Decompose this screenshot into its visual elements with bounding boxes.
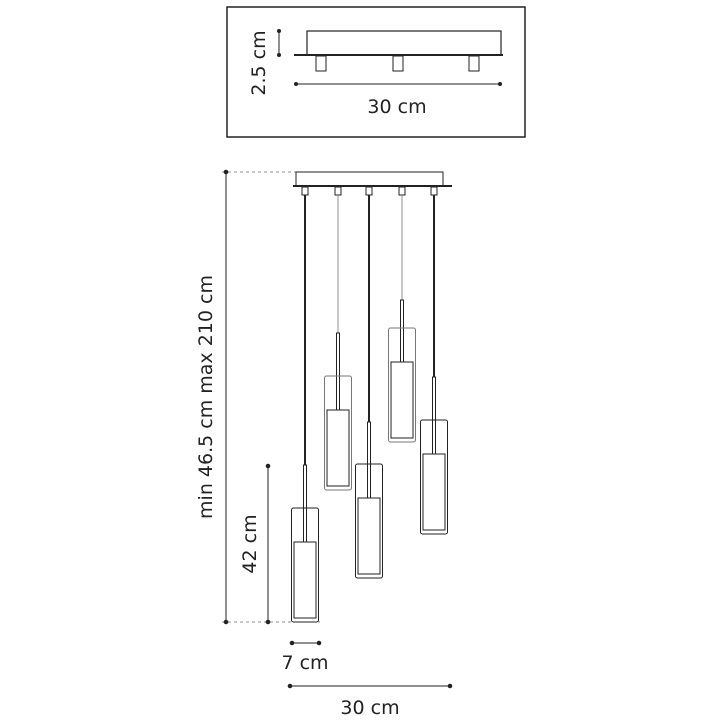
- inner-diffuser: [422, 453, 446, 531]
- canopy: [306, 30, 502, 56]
- overall-width-label: 30 cm: [340, 697, 399, 719]
- glass-shade: [420, 419, 448, 535]
- canopy-foot: [392, 55, 404, 72]
- connector: [398, 186, 406, 196]
- pendant-rod: [367, 421, 371, 499]
- inner-diffuser: [357, 497, 381, 575]
- canopy-height-label: 2.5 cm: [248, 30, 270, 95]
- main-view: min 46.5 cm max 210 cm 42 cm 7 cm 30 cm: [195, 169, 453, 719]
- canopy-detail-box: 2.5 cm 30 cm: [226, 6, 526, 138]
- canopy-foot: [468, 55, 480, 72]
- inner-diffuser: [390, 361, 414, 439]
- connector: [334, 186, 342, 196]
- pendant-rod: [432, 376, 436, 455]
- glass-shade: [291, 507, 319, 623]
- pendant-width-label: 7 cm: [281, 652, 328, 674]
- pendant-rod: [336, 332, 340, 411]
- total-length-label: min 46.5 cm max 210 cm: [195, 275, 217, 519]
- canopy-foot: [315, 55, 327, 72]
- connector: [301, 186, 309, 196]
- glass-shade: [355, 463, 383, 579]
- glass-shade: [324, 375, 352, 491]
- inner-diffuser: [293, 541, 317, 619]
- connector: [430, 186, 438, 196]
- pendant-rod: [303, 464, 307, 543]
- canopy: [295, 171, 444, 187]
- pendant-height-label: 42 cm: [239, 514, 261, 573]
- glass-shade: [388, 327, 416, 443]
- connector: [365, 186, 373, 196]
- pendant-rod: [400, 299, 404, 363]
- canopy-width-label: 30 cm: [367, 96, 426, 118]
- inner-diffuser: [326, 409, 350, 487]
